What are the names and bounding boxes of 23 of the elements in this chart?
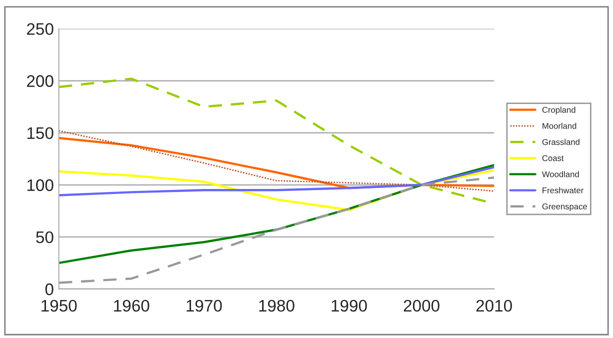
x-tick-label: 2010 [476,300,512,312]
legend-label: Coast [542,155,564,162]
x-tick-label: 2000 [404,300,440,312]
legend-label: Freshwater [542,187,584,194]
y-tick-label: 50 [36,231,54,244]
line-series [58,169,494,211]
legend-label: Woodland [542,171,579,178]
legend-label: Grassland [542,138,580,145]
line-series [58,176,494,284]
y-tick-label: 100 [27,179,54,192]
legend-label: Cropland [542,106,576,114]
y-tick-label: 250 [27,23,54,35]
x-tick-label: 1990 [332,300,367,312]
x-tick-label: 1980 [259,300,294,312]
y-tick-label: 0 [45,283,54,296]
legend-label: Moorland [542,122,576,129]
y-tick-label: 150 [27,127,54,140]
x-tick-label: 1960 [114,300,150,312]
legend-label: Greenspace [542,204,587,212]
x-tick-label: 1970 [186,300,222,312]
y-tick-label: 200 [27,75,54,87]
line-series [58,166,494,196]
x-tick-label: 1950 [42,300,77,312]
